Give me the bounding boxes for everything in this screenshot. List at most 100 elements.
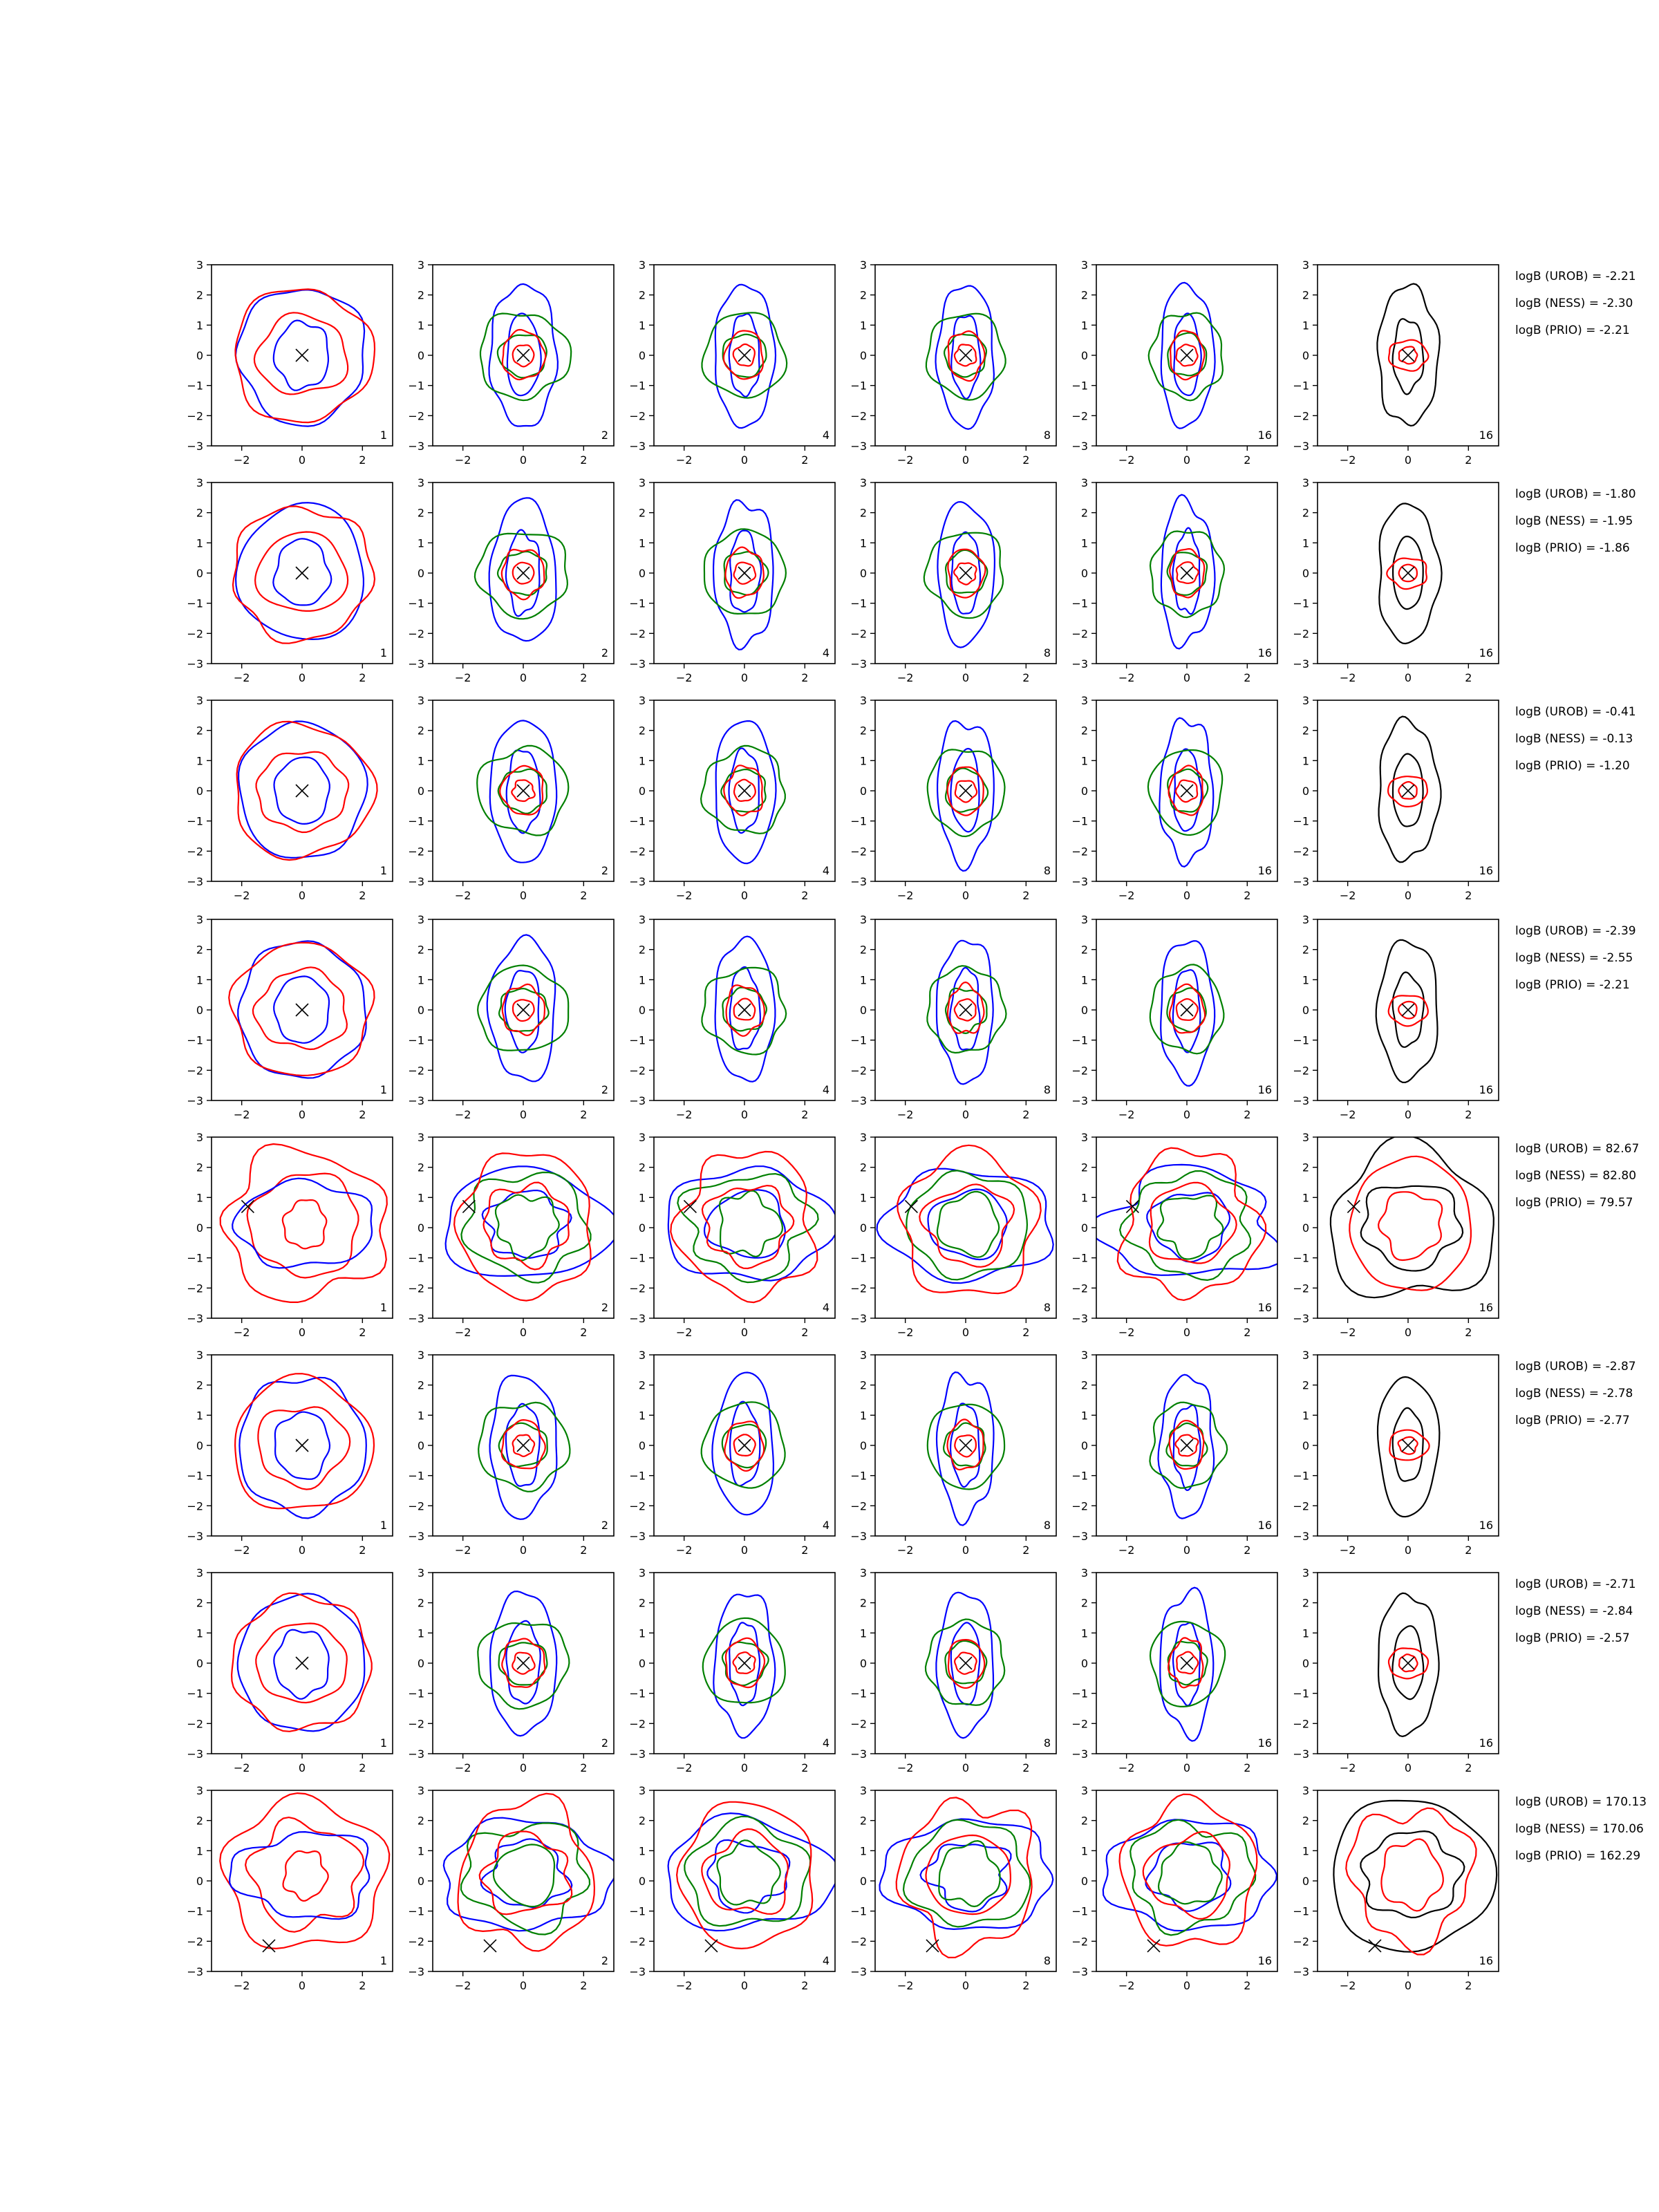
blue-contour-line xyxy=(1159,1586,1215,1742)
y-tick-label: 3 xyxy=(860,913,867,926)
y-tick-label: −2 xyxy=(629,409,646,422)
y-tick-label: −2 xyxy=(1293,409,1309,422)
x-marker xyxy=(738,348,751,362)
column-label: 16 xyxy=(1479,646,1493,659)
subplot-r5-c5: −3 −2 −1 0 1 2 3 −2 0 2 16 xyxy=(1071,1131,1278,1339)
y-tick-label: 1 xyxy=(196,1844,203,1857)
y-tick-label: −3 xyxy=(1293,440,1309,453)
y-tick-label: 3 xyxy=(1081,476,1088,489)
y-tick-label: −1 xyxy=(1071,1687,1088,1700)
blue-contour-line xyxy=(937,500,996,648)
y-tick-label: −2 xyxy=(850,1935,867,1948)
red-contour-line xyxy=(501,1638,546,1688)
y-tick-label: −2 xyxy=(187,1064,203,1077)
blue-contour-line xyxy=(713,499,774,650)
axes-frame xyxy=(874,1136,1057,1319)
column-label: 4 xyxy=(823,1301,830,1314)
y-tick-label: −2 xyxy=(850,627,867,640)
x-tick-label: 2 xyxy=(580,453,587,467)
y-tick-label: 2 xyxy=(860,289,867,302)
y-tick-label: −3 xyxy=(1071,1965,1088,1978)
y-tick-label: 3 xyxy=(1302,476,1309,489)
contour-group xyxy=(236,720,378,861)
y-tick-label: 1 xyxy=(860,1409,867,1422)
y-tick-label: −2 xyxy=(408,1935,424,1948)
y-tick-label: 0 xyxy=(1081,785,1088,798)
blue-contour-line xyxy=(729,966,762,1051)
x-tick-label: −2 xyxy=(1118,1108,1135,1121)
y-tick-label: −3 xyxy=(629,440,646,453)
y-tick-label: 3 xyxy=(1302,1131,1309,1144)
x-tick-label: 0 xyxy=(299,1544,306,1557)
y-tick-label: 1 xyxy=(639,1409,646,1422)
x-marker xyxy=(1180,784,1194,798)
x-tick-label: 0 xyxy=(1405,671,1412,684)
y-tick-label: 1 xyxy=(418,1627,424,1640)
green-contour-line xyxy=(477,1622,570,1710)
x-tick-label: 2 xyxy=(1244,1326,1250,1339)
contour-group xyxy=(1375,939,1438,1084)
subplot-r6-c4: −3 −2 −1 0 1 2 3 −2 0 2 8 xyxy=(850,1349,1057,1557)
subplot-r3-c2: −3 −2 −1 0 1 2 3 −2 0 2 2 xyxy=(408,694,615,902)
x-tick-label: −2 xyxy=(1118,889,1135,902)
y-tick-label: 0 xyxy=(1302,785,1309,798)
black-contour-line xyxy=(1378,1592,1440,1738)
y-tick-label: 0 xyxy=(1302,1657,1309,1670)
blue-contour-line xyxy=(714,935,776,1082)
x-marker xyxy=(1401,348,1415,362)
y-tick-label: −3 xyxy=(408,1094,424,1107)
y-tick-label: 0 xyxy=(1081,567,1088,580)
x-tick-label: −2 xyxy=(455,453,471,467)
x-tick-label: 0 xyxy=(1405,1108,1412,1121)
y-tick-label: 3 xyxy=(1081,1784,1088,1797)
green-contour-line xyxy=(1130,1819,1257,1936)
column-label: 4 xyxy=(823,429,830,442)
x-tick-label: 2 xyxy=(801,671,808,684)
logb-annotation: logB (UROB) = -2.71 xyxy=(1515,1577,1636,1591)
red-contour-line xyxy=(478,1830,573,1915)
y-tick-label: −2 xyxy=(629,1499,646,1512)
y-tick-label: −3 xyxy=(1071,1312,1088,1325)
green-contour-line xyxy=(476,964,570,1051)
black-contour-line xyxy=(1333,1799,1498,1953)
x-tick-label: 0 xyxy=(962,671,969,684)
y-tick-label: 3 xyxy=(639,476,646,489)
red-contour-line xyxy=(701,1828,789,1915)
y-tick-label: 1 xyxy=(1302,1409,1309,1422)
y-tick-label: 0 xyxy=(860,349,867,362)
y-tick-label: −3 xyxy=(408,1965,424,1978)
logb-annotation: logB (PRIO) = -2.21 xyxy=(1515,324,1630,337)
column-label: 8 xyxy=(1044,429,1051,442)
red-contour-line xyxy=(512,1651,536,1675)
column-label: 1 xyxy=(380,1083,387,1096)
subplot-r2-c4: −3 −2 −1 0 1 2 3 −2 0 2 8 xyxy=(850,476,1057,684)
y-tick-label: −3 xyxy=(408,1312,424,1325)
red-contour-line xyxy=(1389,1429,1430,1461)
y-tick-label: −3 xyxy=(1071,440,1088,453)
y-tick-label: 1 xyxy=(418,1191,424,1204)
y-tick-label: 1 xyxy=(418,973,424,986)
y-tick-label: −1 xyxy=(1071,379,1088,393)
contour-group xyxy=(701,935,787,1082)
y-tick-label: −1 xyxy=(1293,1034,1309,1047)
y-tick-label: 0 xyxy=(639,1221,646,1235)
x-tick-label: −2 xyxy=(1118,1544,1135,1557)
y-tick-label: 1 xyxy=(1302,1627,1309,1640)
x-tick-label: 2 xyxy=(580,671,587,684)
x-tick-label: −2 xyxy=(897,1979,914,1992)
x-marker xyxy=(1180,1656,1194,1670)
y-tick-label: 0 xyxy=(639,785,646,798)
y-tick-label: −1 xyxy=(408,1905,424,1918)
x-tick-label: 2 xyxy=(1244,1108,1250,1121)
column-label: 1 xyxy=(380,646,387,659)
y-tick-label: 3 xyxy=(196,1349,203,1362)
green-contour-line xyxy=(476,744,570,836)
x-tick-label: 0 xyxy=(1405,1761,1412,1774)
contour-group xyxy=(444,1152,614,1302)
blue-contour-line xyxy=(935,1591,995,1739)
x-marker xyxy=(1401,1003,1415,1017)
blue-contour-line xyxy=(714,283,777,429)
x-tick-label: 2 xyxy=(359,889,366,902)
contour-group xyxy=(1149,1374,1228,1519)
x-marker xyxy=(483,1939,497,1953)
